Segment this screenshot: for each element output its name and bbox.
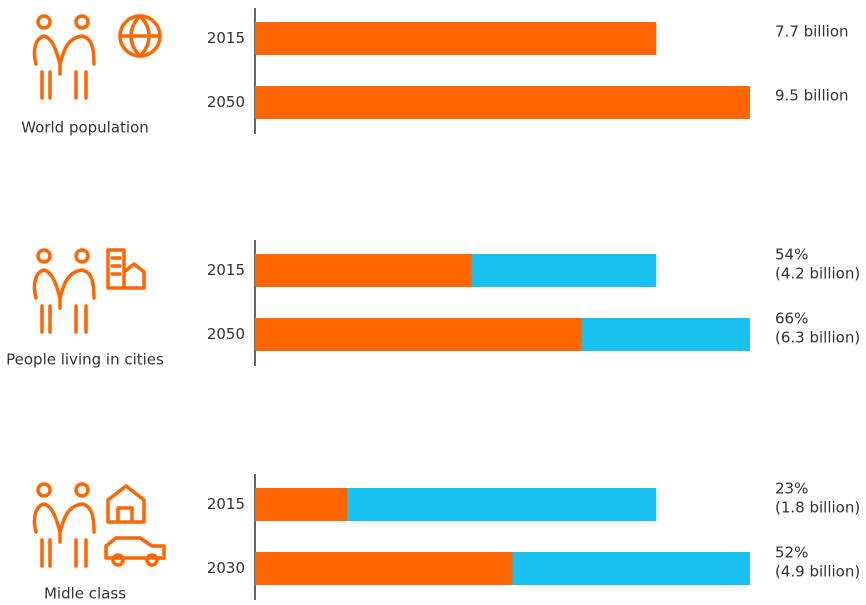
share-label: 66% — [775, 310, 808, 328]
count-label: (6.3 billion) — [775, 329, 860, 347]
people-icon — [32, 248, 146, 334]
bar-share — [255, 488, 348, 521]
bar — [255, 22, 657, 55]
share-label: 54% — [775, 246, 808, 264]
bar-share — [255, 318, 582, 351]
share-label: 52% — [775, 544, 808, 562]
panel-label: People living in cities — [6, 351, 164, 369]
panel-label: World population — [21, 119, 149, 137]
year-label: 2050 — [207, 325, 245, 343]
year-label: 2030 — [207, 559, 245, 577]
people-icon — [32, 14, 162, 100]
year-label: 2050 — [207, 93, 245, 111]
count-label: (4.2 billion) — [775, 265, 860, 283]
panel-label: Midle class — [44, 585, 126, 603]
count-label: (1.8 billion) — [775, 499, 860, 517]
count-label: (4.9 billion) — [775, 563, 860, 581]
bar — [255, 86, 750, 119]
bar-share — [255, 254, 472, 287]
year-label: 2015 — [207, 261, 245, 279]
year-label: 2015 — [207, 29, 245, 47]
bar-share — [255, 552, 513, 585]
value-label: 7.7 billion — [775, 23, 849, 41]
people-icon — [32, 482, 166, 568]
year-label: 2015 — [207, 495, 245, 513]
share-label: 23% — [775, 480, 808, 498]
value-label: 9.5 billion — [775, 87, 849, 105]
